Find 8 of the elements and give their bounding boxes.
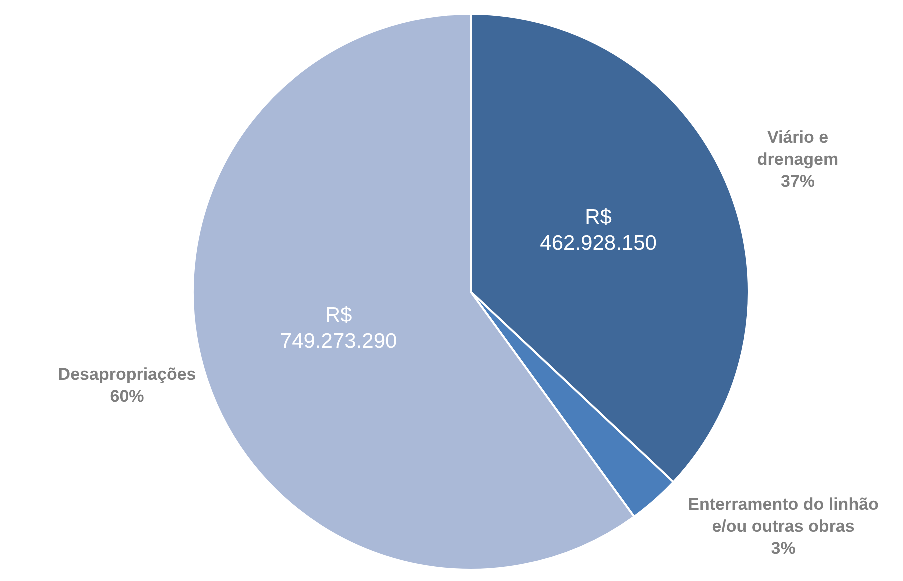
slice-label: Desapropriações: [58, 364, 196, 384]
slice-label: Viário e drenagem: [757, 128, 839, 170]
data-label: 37%: [780, 172, 816, 192]
slice-label: Enterramento do linhão e/ou outras obras: [688, 494, 879, 536]
data-label: 3%: [771, 538, 796, 558]
text: R$ 462.928.150: [540, 206, 657, 255]
data-label: 60%: [110, 386, 144, 406]
text: R$ 749.273.290: [280, 304, 398, 353]
